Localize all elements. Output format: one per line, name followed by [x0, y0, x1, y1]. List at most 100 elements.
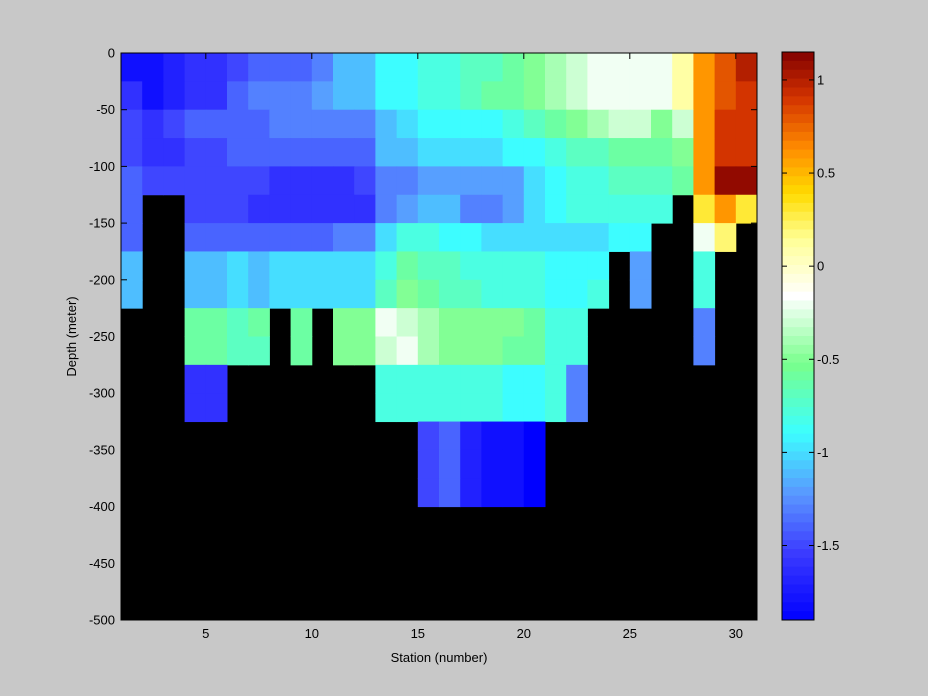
colorbar-segment: [782, 593, 814, 603]
colorbar-segment: [782, 486, 814, 497]
heatmap-cell: [545, 251, 567, 281]
heatmap-cell: [545, 109, 567, 139]
colorbar-segment: [782, 380, 814, 390]
colorbar-segment: [782, 291, 814, 301]
heatmap-cell: [608, 109, 631, 139]
heatmap-cell: [545, 223, 567, 252]
heatmap-cell: [693, 223, 716, 252]
heatmap-cell: [417, 393, 440, 423]
y-tick-label: -500: [89, 613, 115, 628]
heatmap-cell: [311, 81, 334, 111]
colorbar-segment: [782, 584, 814, 594]
y-tick-label: -200: [89, 272, 115, 287]
heatmap-cell: [227, 194, 249, 224]
heatmap-cell: [481, 279, 504, 309]
heatmap-cell: [714, 81, 737, 111]
heatmap-cell: [481, 166, 504, 196]
heatmap-cell: [396, 81, 419, 111]
heatmap-cell: [439, 166, 461, 196]
heatmap-cell: [205, 109, 228, 139]
heatmap-cell: [566, 279, 588, 309]
heatmap-cell: [502, 421, 525, 451]
heatmap-cell: [269, 81, 292, 111]
heatmap-cell: [523, 53, 546, 82]
heatmap-cell: [629, 251, 652, 281]
heatmap-cell: [311, 166, 334, 196]
heatmap-cell: [311, 53, 334, 82]
heatmap-cell: [227, 336, 249, 366]
heatmap-cell: [629, 279, 652, 309]
colorbar-segment: [782, 327, 814, 337]
heatmap-cell: [693, 138, 716, 167]
heatmap-cell: [290, 109, 313, 139]
heatmap-cell: [502, 478, 525, 508]
heatmap-cell: [587, 223, 610, 252]
heatmap-cell: [205, 194, 228, 224]
heatmap-cell: [333, 166, 355, 196]
heatmap-cell: [502, 223, 525, 252]
colorbar-segment: [782, 140, 814, 151]
colorbar-tick-label: 0: [817, 259, 824, 274]
heatmap-cell: [205, 336, 228, 366]
heatmap-cell: [417, 308, 440, 337]
y-tick-label: 0: [108, 46, 115, 61]
heatmap-cell: [439, 393, 461, 423]
heatmap-cell: [672, 53, 694, 82]
heatmap-cell: [184, 251, 207, 281]
heatmap-cell: [311, 138, 334, 167]
colorbar-segment: [782, 478, 814, 488]
heatmap-cell: [693, 109, 716, 139]
heatmap-cell: [248, 166, 270, 196]
colorbar-tick-label: 1: [817, 72, 824, 87]
colorbar-segment: [782, 513, 814, 523]
colorbar-segment: [782, 557, 814, 568]
heatmap-cell: [629, 53, 652, 82]
heatmap-cell: [417, 194, 440, 224]
heatmap-cell: [375, 308, 398, 337]
heatmap-cell: [693, 194, 716, 224]
heatmap-cell: [121, 194, 143, 224]
heatmap-cell: [735, 166, 758, 196]
heatmap-cell: [375, 364, 398, 394]
heatmap-cell: [502, 364, 525, 394]
heatmap-cell: [396, 279, 419, 309]
heatmap-cell: [417, 279, 440, 309]
heatmap-cell: [672, 109, 694, 139]
colorbar-segment: [782, 265, 814, 275]
heatmap-cell: [439, 478, 461, 508]
heatmap-cell: [523, 194, 546, 224]
heatmap-cell: [502, 194, 525, 224]
plot-cells: [121, 53, 758, 620]
heatmap-cell: [523, 279, 546, 309]
heatmap-cell: [142, 138, 164, 167]
heatmap-cell: [396, 166, 419, 196]
colorbar-segment: [782, 344, 814, 355]
heatmap-cell: [205, 251, 228, 281]
heatmap-cell: [651, 166, 673, 196]
heatmap-cell: [735, 53, 758, 82]
heatmap-cell: [566, 53, 588, 82]
heatmap-cell: [523, 449, 546, 479]
heatmap-cell: [205, 393, 228, 423]
heatmap-cell: [290, 251, 313, 281]
heatmap-cell: [269, 109, 292, 139]
heatmap-cell: [121, 109, 143, 139]
heatmap-cell: [523, 251, 546, 281]
heatmap-cell: [735, 81, 758, 111]
heatmap-cell: [417, 223, 440, 252]
heatmap-cell: [121, 138, 143, 167]
heatmap-cell: [142, 109, 164, 139]
heatmap-cell: [269, 279, 292, 309]
heatmap-cell: [629, 81, 652, 111]
heatmap-cell: [354, 166, 376, 196]
heatmap-cell: [417, 166, 440, 196]
colorbar-ticks: 1 0.5 0 -0.5 -1 -1.5: [782, 72, 839, 553]
heatmap-cell: [417, 364, 440, 394]
heatmap-cell: [184, 109, 207, 139]
colorbar-segment: [782, 158, 814, 168]
heatmap-cell: [396, 364, 419, 394]
heatmap-cell: [502, 251, 525, 281]
heatmap-cell: [629, 223, 652, 252]
heatmap-cell: [545, 53, 567, 82]
heatmap-cell: [566, 138, 588, 167]
